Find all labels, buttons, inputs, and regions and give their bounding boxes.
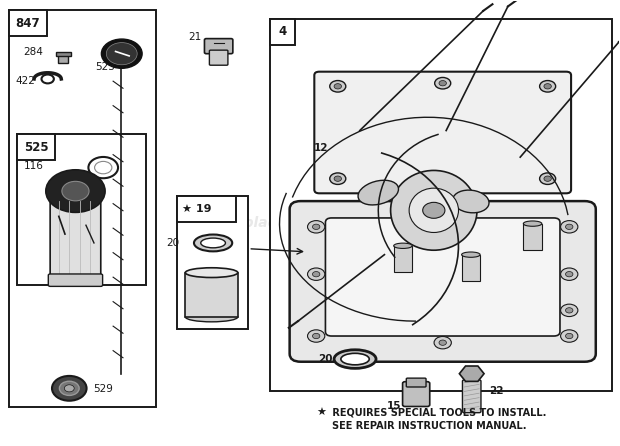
- Circle shape: [46, 170, 105, 212]
- Text: eReplacementParts.com: eReplacementParts.com: [216, 216, 404, 230]
- Bar: [9, 10, 156, 407]
- Text: 523: 523: [95, 62, 115, 72]
- Circle shape: [102, 39, 142, 68]
- FancyBboxPatch shape: [463, 380, 481, 413]
- Circle shape: [565, 272, 573, 277]
- Circle shape: [560, 330, 578, 342]
- Text: 529: 529: [93, 384, 113, 394]
- Circle shape: [539, 173, 556, 185]
- Circle shape: [544, 176, 551, 182]
- Ellipse shape: [201, 238, 226, 248]
- Text: 116: 116: [24, 161, 43, 171]
- Bar: [17, 134, 146, 285]
- Circle shape: [565, 333, 573, 339]
- Circle shape: [308, 221, 325, 233]
- Circle shape: [434, 336, 451, 349]
- Circle shape: [308, 268, 325, 281]
- Text: REQUIRES SPECIAL TOOLS TO INSTALL.: REQUIRES SPECIAL TOOLS TO INSTALL.: [329, 408, 546, 418]
- Ellipse shape: [453, 190, 489, 213]
- Text: 422: 422: [16, 76, 35, 86]
- Ellipse shape: [461, 252, 480, 257]
- Ellipse shape: [185, 312, 238, 322]
- Circle shape: [560, 221, 578, 233]
- Text: 12: 12: [314, 143, 329, 153]
- Text: 284: 284: [24, 47, 43, 58]
- Circle shape: [439, 81, 446, 86]
- Ellipse shape: [394, 243, 412, 248]
- Circle shape: [544, 84, 551, 89]
- FancyBboxPatch shape: [402, 382, 430, 406]
- Text: SEE REPAIR INSTRUCTION MANUAL.: SEE REPAIR INSTRUCTION MANUAL.: [332, 421, 526, 431]
- Bar: [58, 55, 68, 63]
- Bar: [461, 255, 480, 281]
- Circle shape: [64, 385, 74, 392]
- Text: 15: 15: [387, 401, 401, 412]
- Circle shape: [312, 272, 320, 277]
- Circle shape: [52, 376, 87, 401]
- Circle shape: [565, 224, 573, 230]
- Circle shape: [560, 304, 578, 317]
- Circle shape: [439, 340, 446, 345]
- Ellipse shape: [358, 180, 399, 205]
- Text: 20: 20: [317, 354, 332, 364]
- Bar: [177, 196, 236, 222]
- Bar: [177, 196, 248, 330]
- Circle shape: [334, 176, 342, 182]
- Circle shape: [435, 78, 451, 89]
- Ellipse shape: [194, 235, 232, 252]
- Text: 20: 20: [166, 238, 179, 248]
- Circle shape: [539, 81, 556, 92]
- Ellipse shape: [185, 268, 238, 277]
- Circle shape: [62, 182, 89, 201]
- FancyBboxPatch shape: [314, 72, 571, 193]
- Bar: [9, 10, 47, 36]
- FancyBboxPatch shape: [406, 378, 426, 387]
- Circle shape: [312, 333, 320, 339]
- Bar: [523, 223, 542, 250]
- Text: 4: 4: [278, 25, 286, 38]
- FancyBboxPatch shape: [326, 218, 560, 336]
- Bar: [185, 273, 238, 317]
- Ellipse shape: [523, 221, 542, 226]
- Circle shape: [560, 268, 578, 281]
- Circle shape: [334, 84, 342, 89]
- FancyBboxPatch shape: [210, 50, 228, 65]
- Circle shape: [106, 43, 137, 65]
- Circle shape: [423, 202, 445, 218]
- Text: ★ 19: ★ 19: [182, 204, 212, 214]
- Bar: [56, 52, 71, 56]
- Ellipse shape: [409, 188, 459, 232]
- Bar: [17, 134, 55, 160]
- Text: 525: 525: [24, 140, 48, 154]
- Bar: [270, 19, 294, 45]
- FancyBboxPatch shape: [205, 39, 233, 54]
- FancyBboxPatch shape: [48, 274, 103, 286]
- Text: 21: 21: [188, 32, 202, 42]
- Circle shape: [565, 308, 573, 313]
- Circle shape: [330, 173, 346, 185]
- Text: ★: ★: [316, 408, 326, 418]
- FancyBboxPatch shape: [50, 194, 101, 280]
- Text: 22: 22: [489, 386, 503, 396]
- Bar: [270, 19, 613, 392]
- Bar: [394, 246, 412, 273]
- Ellipse shape: [334, 350, 376, 368]
- Circle shape: [312, 224, 320, 230]
- Ellipse shape: [391, 170, 477, 250]
- FancyBboxPatch shape: [290, 201, 596, 362]
- Ellipse shape: [341, 353, 370, 365]
- Circle shape: [330, 81, 346, 92]
- Text: 847: 847: [16, 17, 40, 29]
- Circle shape: [308, 330, 325, 342]
- Circle shape: [60, 381, 79, 396]
